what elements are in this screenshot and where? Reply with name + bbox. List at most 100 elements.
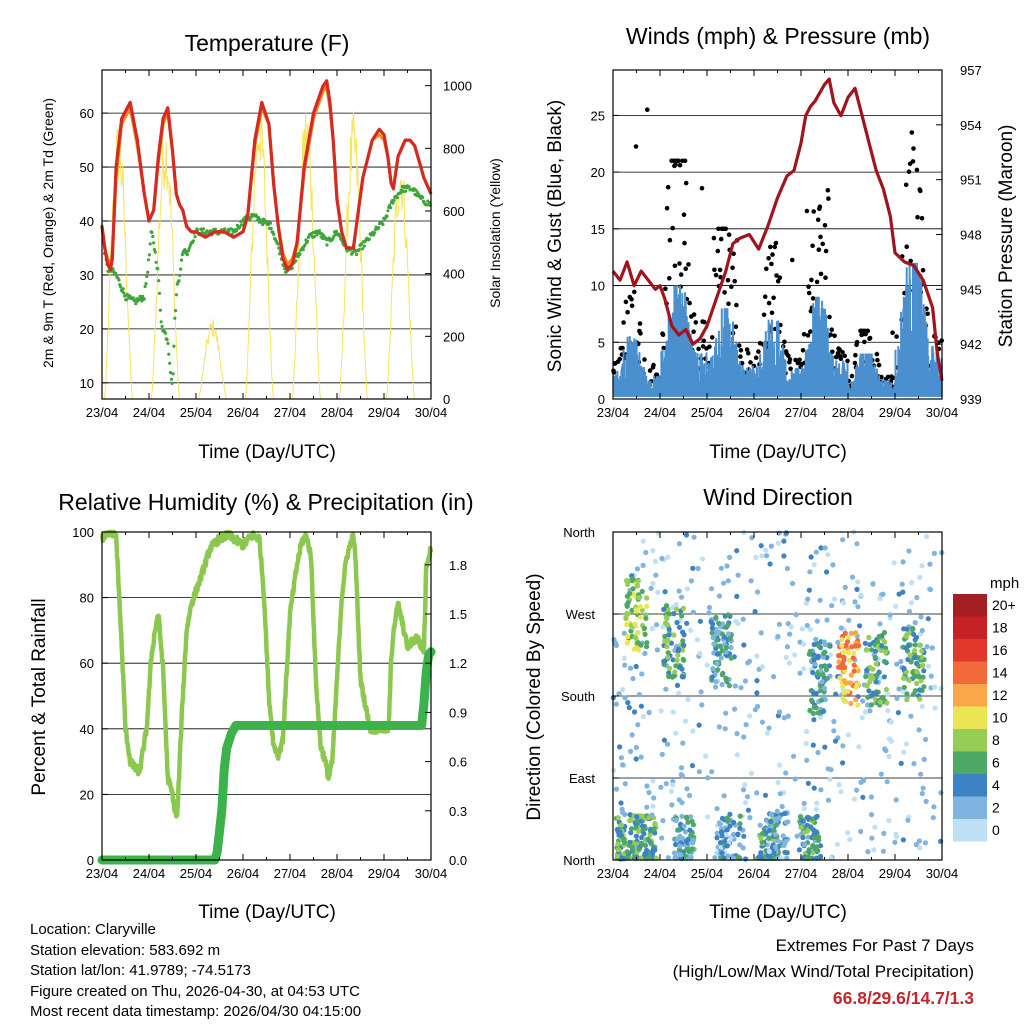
direction-point xyxy=(794,833,800,839)
direction-point xyxy=(640,538,646,544)
direction-point xyxy=(881,674,888,680)
direction-point xyxy=(753,554,759,561)
gust-point xyxy=(810,296,816,301)
precip-ytick-label: 1.5 xyxy=(449,607,467,622)
gust-point xyxy=(914,167,920,173)
dewpoint-point xyxy=(278,252,282,256)
gust-point xyxy=(804,208,810,214)
direction-point xyxy=(763,547,769,553)
gust-point xyxy=(744,347,750,352)
direction-point xyxy=(759,553,765,559)
direction-point xyxy=(714,631,720,637)
direction-point xyxy=(881,830,887,837)
gust-point xyxy=(683,266,688,272)
temperature-frame xyxy=(101,69,432,400)
direction-point xyxy=(804,728,810,735)
gust-point xyxy=(629,303,635,309)
direction-point xyxy=(814,813,820,819)
gust-point xyxy=(805,333,811,338)
gust-point xyxy=(617,356,622,362)
gust-point xyxy=(677,261,682,266)
humidity-ytick-label: 60 xyxy=(80,656,94,671)
humidity-frame xyxy=(101,531,432,861)
direction-point xyxy=(883,686,890,693)
direction-point xyxy=(762,792,769,798)
direction-point xyxy=(806,587,812,593)
legend-swatch xyxy=(953,616,987,639)
direction-point xyxy=(633,744,640,751)
temperature-xtick-label: 27/04 xyxy=(274,405,307,420)
direction-point xyxy=(759,719,766,725)
direction-point xyxy=(719,815,726,822)
direction-point xyxy=(871,847,877,853)
direction-point xyxy=(663,781,669,787)
gust-point xyxy=(769,310,775,316)
direction-point xyxy=(755,703,761,710)
gust-point xyxy=(723,226,728,232)
direction-point xyxy=(675,827,681,833)
direction-point xyxy=(818,697,825,703)
direction-point xyxy=(716,724,722,730)
direction-point xyxy=(650,778,656,784)
direction-point xyxy=(696,722,702,728)
direction-point xyxy=(928,673,934,679)
direction-point xyxy=(896,686,902,692)
direction-point xyxy=(856,642,862,649)
gust-point xyxy=(814,279,820,285)
gust-point xyxy=(691,312,697,317)
direction-point xyxy=(651,826,657,832)
direction-point xyxy=(893,831,899,837)
direction-point xyxy=(923,798,929,805)
direction-xtick-label: 30/04 xyxy=(926,866,959,881)
direction-point xyxy=(756,854,762,860)
direction-point xyxy=(691,534,697,540)
pressure-ytick-label: 951 xyxy=(960,173,982,188)
temperature-ytick-label: 30 xyxy=(80,268,94,283)
direction-ytick-label: North xyxy=(563,853,595,868)
direction-point xyxy=(666,632,672,638)
direction-point xyxy=(815,749,821,756)
gust-point xyxy=(766,300,772,306)
dewpoint-point xyxy=(239,219,243,224)
dewpoint-point xyxy=(158,308,162,312)
direction-point xyxy=(858,828,864,835)
direction-point xyxy=(613,701,619,707)
direction-point xyxy=(903,741,910,747)
direction-point xyxy=(732,706,738,712)
gust-point xyxy=(629,297,634,302)
gust-point xyxy=(786,353,791,359)
direction-point xyxy=(725,631,732,637)
dewpoint-point xyxy=(144,282,148,286)
direction-point xyxy=(855,702,861,708)
direction-point xyxy=(727,811,733,817)
direction-point xyxy=(895,710,902,716)
direction-point xyxy=(782,810,788,817)
direction-point xyxy=(911,631,917,638)
direction-point xyxy=(847,680,853,686)
direction-point xyxy=(687,827,693,833)
gust-point xyxy=(717,267,723,273)
direction-point xyxy=(904,626,910,632)
wind-xtick-label: 27/04 xyxy=(785,405,818,420)
direction-point xyxy=(710,666,716,672)
direction-point xyxy=(885,691,891,697)
direction-point xyxy=(848,672,854,678)
direction-point xyxy=(783,530,790,536)
direction-point xyxy=(672,669,678,675)
direction-point xyxy=(919,790,925,797)
direction-point xyxy=(741,734,747,740)
direction-point xyxy=(831,718,837,725)
direction-point xyxy=(810,669,816,676)
direction-point xyxy=(860,778,867,784)
direction-point xyxy=(807,707,813,714)
direction-point xyxy=(618,822,625,828)
direction-point xyxy=(912,654,918,661)
direction-point xyxy=(916,727,922,733)
direction-point xyxy=(783,838,789,845)
dewpoint-point xyxy=(381,222,385,227)
direction-point xyxy=(658,708,664,714)
direction-point xyxy=(627,812,633,818)
direction-point xyxy=(885,708,891,714)
temperature-ytick-label: 60 xyxy=(80,106,94,121)
pressure-ytick-label: 954 xyxy=(960,118,982,133)
